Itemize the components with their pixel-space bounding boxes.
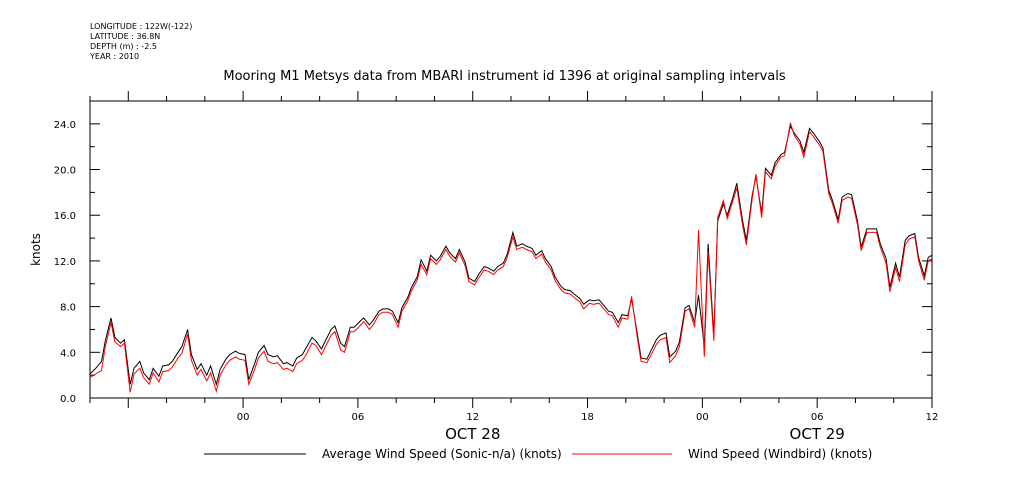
y-tick-label: 12.0 bbox=[54, 257, 76, 268]
date-label: OCT 28 bbox=[445, 425, 500, 443]
date-label: OCT 29 bbox=[790, 425, 845, 443]
series-line-2 bbox=[90, 122, 932, 393]
y-tick-label: 0.0 bbox=[60, 394, 76, 405]
axis-labels: 0.0 4.0 8.0 12.0 16.0 20.0 24.0 00 06 12 18 00 06 12 O… bbox=[29, 120, 938, 443]
y-tick-label: 16.0 bbox=[54, 211, 76, 222]
x-tick-label: 12 bbox=[466, 412, 479, 423]
meta-year: YEAR : 2010 bbox=[90, 52, 140, 61]
meta-longitude: LONGITUDE : 122W(-122) bbox=[90, 22, 193, 31]
legend: Average Wind Speed (Sonic-n/a) (knots) Wi… bbox=[204, 447, 872, 461]
series-line-1 bbox=[90, 124, 932, 387]
chart-title: Mooring M1 Metsys data from MBARI instru… bbox=[223, 69, 786, 84]
metadata-block: LONGITUDE : 122W(-122) LATITUDE : 36.8N … bbox=[90, 22, 192, 62]
y-tick-label: 20.0 bbox=[54, 166, 76, 177]
meta-depth: DEPTH (m) : -2.5 bbox=[90, 42, 157, 51]
y-tick-label: 4.0 bbox=[60, 348, 76, 359]
y-tick-label: 8.0 bbox=[60, 303, 76, 314]
x-tick-label: 06 bbox=[811, 412, 824, 423]
y-tick-label: 24.0 bbox=[54, 120, 76, 131]
x-tick-label: 00 bbox=[696, 412, 709, 423]
x-tick-label: 06 bbox=[352, 412, 365, 423]
meta-latitude: LATITUDE : 36.8N bbox=[90, 32, 161, 41]
axes bbox=[89, 91, 933, 408]
x-tick-label: 12 bbox=[926, 412, 939, 423]
y-axis-label: knots bbox=[29, 233, 43, 266]
legend-label: Average Wind Speed (Sonic-n/a) (knots) bbox=[322, 447, 562, 461]
x-tick-label: 18 bbox=[581, 412, 594, 423]
x-tick-label: 00 bbox=[237, 412, 250, 423]
legend-label: Wind Speed (Windbird) (knots) bbox=[688, 447, 872, 461]
series-lines bbox=[90, 122, 932, 393]
